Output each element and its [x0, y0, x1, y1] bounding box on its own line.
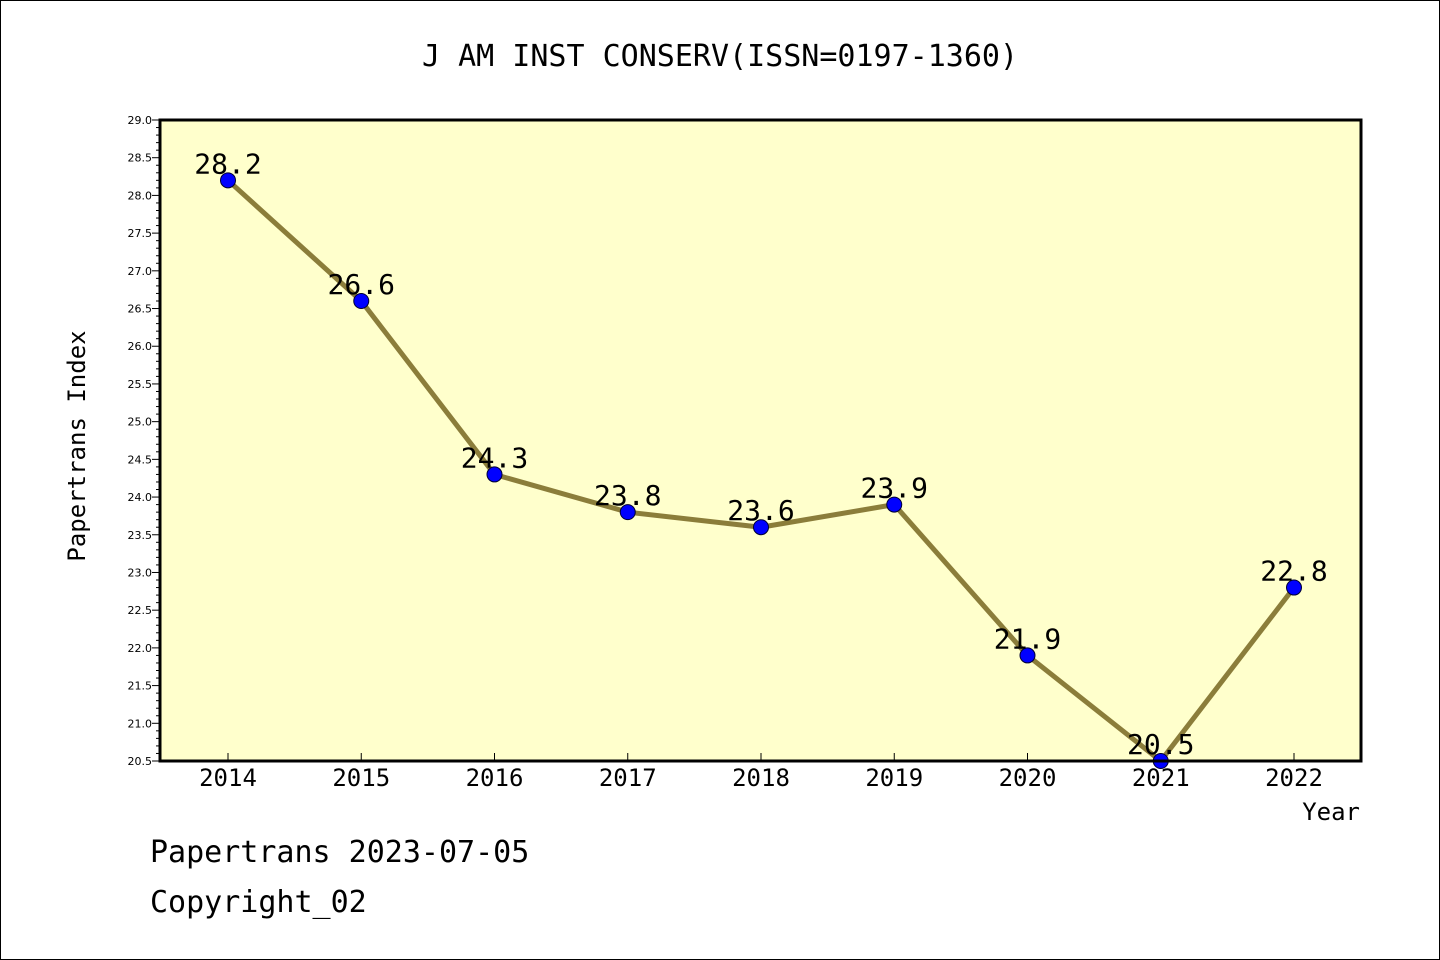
x-tick-label: 2019	[865, 764, 923, 792]
data-point	[1019, 647, 1036, 664]
x-tick-label: 2015	[332, 764, 390, 792]
y-tick-label: 23.5	[128, 529, 153, 542]
plot-background	[160, 120, 1361, 761]
y-tick-label: 26.5	[128, 303, 153, 316]
x-tick-label: 2022	[1265, 764, 1323, 792]
y-tick-label: 23.0	[128, 566, 153, 579]
chart-title: J AM INST CONSERV(ISSN=0197-1360)	[422, 39, 1018, 74]
y-tick-label: 27.0	[128, 265, 153, 278]
data-label: 21.9	[994, 622, 1061, 655]
data-label: 24.3	[461, 441, 528, 474]
y-tick-label: 25.5	[128, 378, 153, 391]
x-tick-label: 2020	[999, 764, 1057, 792]
y-tick-label: 29.0	[128, 114, 153, 127]
y-tick-label: 25.0	[128, 416, 153, 429]
data-label: 23.9	[861, 472, 928, 505]
data-label: 23.6	[727, 494, 794, 527]
y-tick-label: 24.0	[128, 491, 153, 504]
data-label: 22.8	[1260, 555, 1327, 588]
footer-date: Papertrans 2023-07-05	[150, 835, 530, 870]
data-point	[220, 172, 236, 189]
x-tick-label: 2017	[599, 764, 657, 792]
data-label: 26.6	[328, 268, 395, 301]
y-tick-label: 27.5	[128, 227, 153, 240]
data-label: 28.2	[194, 147, 261, 180]
y-tick-label: 21.0	[128, 717, 153, 730]
y-tick-label: 22.0	[128, 642, 153, 655]
data-point	[1286, 579, 1302, 596]
plot-border	[158, 118, 1363, 763]
y-axis-label: Papertrans Index	[63, 330, 91, 561]
footer-copyright: Copyright_02	[150, 885, 367, 920]
x-tick-label: 2018	[732, 764, 790, 792]
y-axis: 20.5 21.0 21.5 22.0 22.5 23.0 23.5 24.0 24.5 25.0…	[128, 114, 160, 768]
data-point	[886, 496, 903, 513]
y-tick-label: 28.5	[128, 152, 153, 165]
y-tick-label: 26.0	[128, 340, 153, 353]
x-axis-label: Year	[1302, 798, 1360, 826]
y-tick-label: 28.0	[128, 189, 153, 202]
data-label: 20.5	[1127, 728, 1194, 761]
y-tick-label: 24.5	[128, 453, 153, 466]
data-point	[353, 292, 370, 309]
x-tick-label: 2016	[466, 764, 524, 792]
x-axis: 2014 2015 2016 2017 2018 2019 2020 2021 2022	[199, 753, 1323, 792]
data-point	[619, 504, 636, 521]
y-tick-label: 21.5	[128, 680, 153, 693]
data-point	[486, 466, 503, 483]
data-label: 23.8	[594, 479, 661, 512]
y-tick-label: 20.5	[128, 755, 153, 768]
data-point	[753, 519, 769, 536]
x-tick-label: 2014	[199, 764, 257, 792]
data-labels: 28.2 26.6 24.3 23.8 23.6 23.9 21.9 20.5 22.8	[194, 147, 1327, 761]
y-tick-label: 22.5	[128, 604, 153, 617]
